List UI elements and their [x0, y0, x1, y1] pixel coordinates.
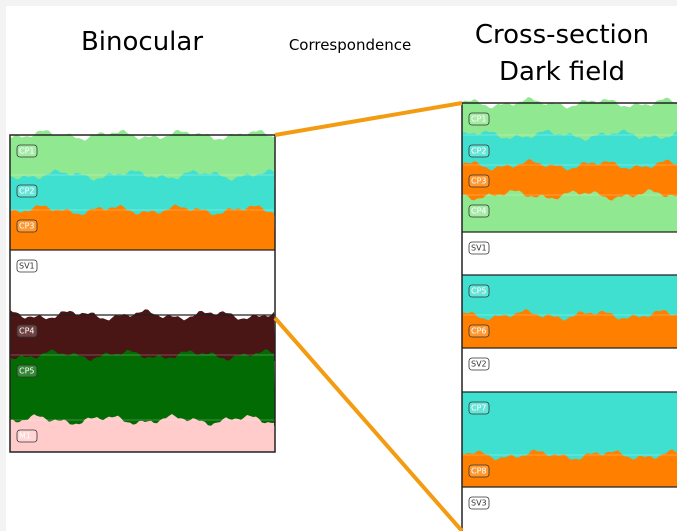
label-box — [16, 184, 38, 198]
layer — [462, 232, 677, 281]
layer — [10, 129, 275, 181]
layer-label: CP3 — [19, 222, 35, 231]
label-box — [16, 429, 38, 443]
label-box — [16, 324, 38, 338]
column-border — [461, 102, 677, 531]
label-box — [468, 357, 490, 371]
layer — [462, 487, 677, 531]
layer-label: CP3 — [471, 177, 487, 186]
label-box — [16, 364, 38, 378]
layer-label: SV1 — [471, 244, 487, 253]
middle-title: Correspondence — [289, 36, 411, 54]
label-box — [16, 259, 38, 273]
label-box — [468, 496, 490, 510]
layer-label: CP6 — [471, 327, 487, 336]
layer — [10, 309, 275, 361]
label-box — [468, 174, 490, 188]
layer — [10, 204, 275, 256]
layer — [462, 159, 677, 201]
layer-label: CP5 — [471, 287, 487, 296]
label-box — [468, 144, 490, 158]
layer-label: CP7 — [471, 404, 487, 413]
layer — [10, 169, 275, 216]
layer-label: CP4 — [19, 327, 35, 336]
label-box — [468, 284, 490, 298]
layer-label: M1 — [19, 432, 31, 441]
layer — [462, 189, 677, 238]
layer — [10, 250, 275, 321]
label-box — [16, 219, 38, 233]
layer-label: SV1 — [19, 262, 35, 271]
layer — [462, 309, 677, 354]
label-box — [468, 241, 490, 255]
column-border — [9, 134, 276, 453]
connector — [274, 101, 463, 137]
layer-label: SV3 — [471, 499, 487, 508]
layer-label: SV2 — [471, 360, 487, 369]
label-box — [468, 324, 490, 338]
label-box — [468, 112, 490, 126]
left-title: Binocular — [81, 27, 203, 57]
layer-label: CP1 — [471, 115, 487, 124]
layer — [462, 392, 677, 461]
layer-label: CP8 — [471, 467, 487, 476]
label-box — [468, 401, 490, 415]
layer-label: CP2 — [471, 147, 487, 156]
right-title: Dark field — [499, 57, 625, 87]
layer-label: CP1 — [19, 147, 35, 156]
label-box — [468, 464, 490, 478]
layer — [462, 449, 677, 493]
layer — [10, 349, 275, 426]
label-box — [16, 144, 38, 158]
label-box — [468, 204, 490, 218]
layer — [462, 129, 677, 171]
layer — [462, 275, 677, 321]
connector — [273, 316, 464, 531]
layer-label: CP4 — [471, 207, 487, 216]
layer-label: CP5 — [19, 367, 35, 376]
layer-label: CP2 — [19, 187, 35, 196]
layer — [10, 414, 275, 452]
layer — [462, 348, 677, 398]
right-title: Cross-section — [475, 20, 649, 50]
